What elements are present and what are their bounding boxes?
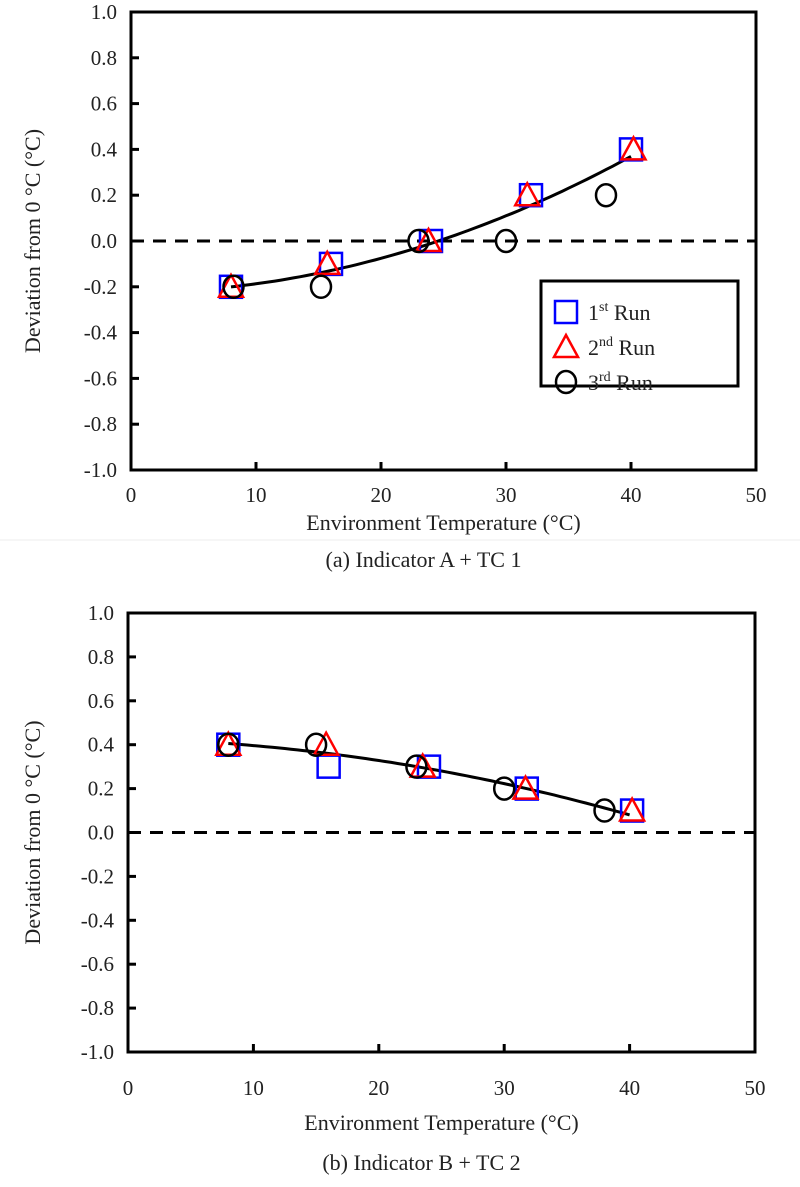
- data-point-triangle: [313, 249, 342, 276]
- data-point-triangle: [619, 134, 648, 161]
- legend-entry: 1st Run: [588, 300, 651, 325]
- x-axis-label: Environment Temperature (°C): [306, 510, 580, 535]
- y-tick-label: 0.0: [91, 229, 117, 253]
- legend-triangle-icon: [551, 332, 581, 359]
- y-tick-label: 0.4: [91, 137, 118, 161]
- data-point-circle: [405, 754, 428, 779]
- legend-entry: 2nd Run: [588, 335, 655, 360]
- legend-circle-icon: [554, 369, 578, 395]
- y-tick-label: 0.4: [88, 733, 115, 757]
- y-tick-label: 0.8: [88, 645, 114, 669]
- legend-square-icon: [553, 299, 579, 325]
- x-tick-label: 0: [123, 1076, 134, 1100]
- data-point-triangle: [511, 773, 540, 800]
- y-tick-label: 0.8: [91, 46, 117, 70]
- x-tick-label: 10: [243, 1076, 264, 1100]
- x-tick-label: 10: [246, 483, 267, 507]
- data-point-triangle: [618, 795, 647, 822]
- data-point-circle: [407, 228, 430, 254]
- y-axis-label: Deviation from 0 °C (°C): [20, 720, 45, 944]
- x-tick-label: 0: [126, 483, 137, 507]
- y-tick-label: 1.0: [91, 0, 117, 24]
- x-tick-label: 40: [619, 1076, 640, 1100]
- y-tick-label: -1.0: [84, 458, 117, 482]
- data-point-circle: [217, 732, 240, 757]
- legend-box: [539, 279, 740, 388]
- data-point-circle: [593, 798, 616, 823]
- y-tick-label: -0.4: [81, 908, 115, 932]
- x-tick-label: 20: [368, 1076, 389, 1100]
- legend-number: 2: [588, 335, 599, 360]
- y-tick-label: -0.8: [81, 996, 114, 1020]
- legend-run: Run: [613, 335, 655, 360]
- x-tick-label: 50: [745, 1076, 766, 1100]
- legend-entry: 3rd Run: [588, 370, 653, 395]
- x-tick-label: 30: [494, 1076, 515, 1100]
- data-point-triangle: [513, 180, 542, 207]
- y-tick-label: -0.8: [84, 412, 117, 436]
- legend-suffix: st: [599, 300, 608, 315]
- x-tick-label: 20: [371, 483, 392, 507]
- data-point-circle: [304, 732, 328, 757]
- legend-number: 1: [588, 300, 599, 325]
- x-tick-label: 50: [746, 483, 767, 507]
- y-tick-label: 0.6: [91, 92, 117, 116]
- chart-caption: (a) Indicator A + TC 1: [326, 547, 522, 572]
- y-tick-label: 0.0: [88, 821, 114, 845]
- y-tick-label: 0.2: [91, 183, 117, 207]
- trendline: [228, 742, 631, 817]
- plot-frame: [129, 10, 758, 472]
- y-tick-label: -1.0: [81, 1040, 114, 1064]
- y-tick-label: -0.6: [84, 366, 117, 390]
- legend-suffix: rd: [599, 370, 611, 385]
- data-point-circle: [594, 182, 618, 208]
- trendline: [230, 155, 632, 289]
- y-tick-label: -0.2: [84, 275, 117, 299]
- y-tick-label: -0.6: [81, 952, 114, 976]
- series-2: [216, 134, 648, 299]
- legend-suffix: nd: [599, 335, 613, 350]
- legend-run: Run: [608, 300, 650, 325]
- series-1: [218, 137, 644, 300]
- data-point-circle: [222, 274, 245, 300]
- y-tick-label: -0.4: [84, 321, 118, 345]
- data-point-square: [316, 754, 341, 779]
- series-3: [217, 732, 616, 823]
- chart-b: 1.0 0.8 0.6 0.4 0.2 0.0 -0.2 -0.4 -0.6 -0.8 -1.0 0 1…: [20, 601, 766, 1175]
- y-tick-label: 0.2: [88, 777, 114, 801]
- legend-run: Run: [611, 370, 653, 395]
- data-point-triangle: [312, 730, 341, 756]
- data-point-circle: [494, 228, 518, 254]
- x-tick-label: 40: [621, 483, 642, 507]
- data-point-circle: [492, 776, 516, 801]
- legend-number: 3: [588, 370, 599, 395]
- data-point-triangle: [414, 226, 443, 253]
- x-axis-label: Environment Temperature (°C): [304, 1110, 578, 1135]
- y-tick-label: -0.2: [81, 864, 114, 888]
- data-point-circle: [309, 274, 333, 300]
- chart-caption: (b) Indicator B + TC 2: [322, 1150, 520, 1175]
- plot-frame: [126, 611, 757, 1054]
- series-3: [222, 182, 618, 300]
- series-2: [214, 730, 647, 822]
- y-tick-label: 1.0: [88, 601, 114, 625]
- y-tick-label: 0.6: [88, 689, 114, 713]
- chart-a: 1.0 0.8 0.6 0.4 0.2 0.0 -0.2 -0.4 -0.6 -0.8 -1.0 0 1…: [20, 0, 767, 572]
- y-axis-label: Deviation from 0 °C (°C): [20, 129, 45, 353]
- x-tick-label: 30: [496, 483, 517, 507]
